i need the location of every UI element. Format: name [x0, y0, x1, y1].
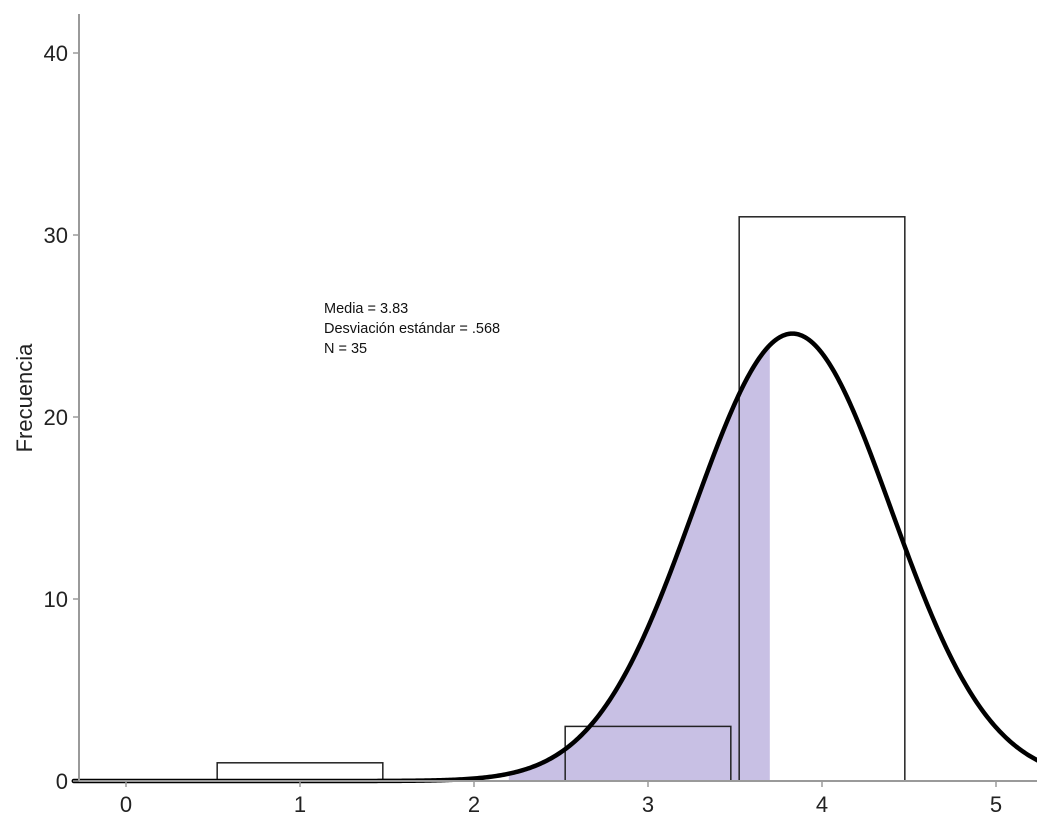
x-tick-label: 4 — [816, 792, 828, 817]
x-tick-label: 5 — [990, 792, 1002, 817]
histogram-bar — [216, 762, 384, 782]
annotation-n: N = 35 — [324, 341, 367, 357]
y-axis-title: Frecuencia — [12, 343, 37, 453]
x-tick-label: 3 — [642, 792, 654, 817]
stats-annotation: Media = 3.83 Desviación estándar = .568 … — [324, 301, 500, 357]
y-tick-label: 20 — [44, 405, 68, 430]
normal-curve — [71, 331, 1037, 784]
shaded-area — [508, 345, 770, 781]
x-tick-label: 1 — [294, 792, 306, 817]
annotation-mean: Media = 3.83 — [324, 301, 408, 317]
y-tick-label: 0 — [56, 769, 68, 794]
annotation-sd: Desviación estándar = .568 — [324, 321, 500, 337]
x-tick-label: 2 — [468, 792, 480, 817]
x-tick-label: 0 — [120, 792, 132, 817]
y-tick-label: 10 — [44, 587, 68, 612]
y-tick-label: 30 — [44, 223, 68, 248]
y-tick-label: 40 — [44, 41, 68, 66]
